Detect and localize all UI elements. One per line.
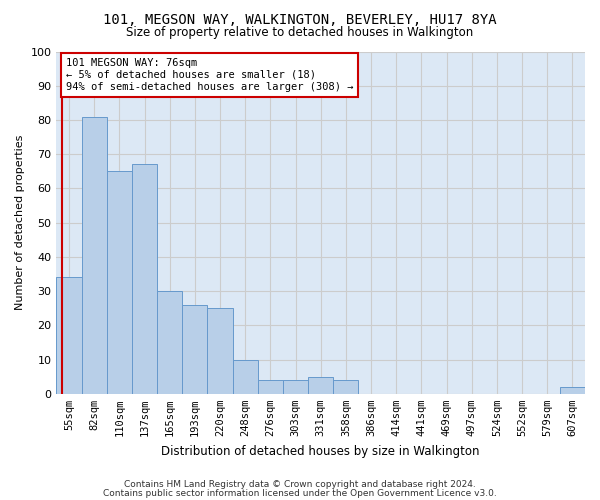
- Y-axis label: Number of detached properties: Number of detached properties: [15, 135, 25, 310]
- Text: Size of property relative to detached houses in Walkington: Size of property relative to detached ho…: [127, 26, 473, 39]
- Bar: [283, 380, 308, 394]
- Bar: [560, 387, 585, 394]
- Text: 101 MEGSON WAY: 76sqm
← 5% of detached houses are smaller (18)
94% of semi-detac: 101 MEGSON WAY: 76sqm ← 5% of detached h…: [66, 58, 353, 92]
- Bar: [107, 172, 132, 394]
- X-axis label: Distribution of detached houses by size in Walkington: Distribution of detached houses by size …: [161, 444, 480, 458]
- Bar: [157, 291, 182, 394]
- Text: Contains public sector information licensed under the Open Government Licence v3: Contains public sector information licen…: [103, 488, 497, 498]
- Text: 101, MEGSON WAY, WALKINGTON, BEVERLEY, HU17 8YA: 101, MEGSON WAY, WALKINGTON, BEVERLEY, H…: [103, 12, 497, 26]
- Bar: [233, 360, 258, 394]
- Bar: [182, 305, 208, 394]
- Bar: [132, 164, 157, 394]
- Bar: [56, 278, 82, 394]
- Bar: [308, 376, 333, 394]
- Bar: [208, 308, 233, 394]
- Bar: [333, 380, 358, 394]
- Bar: [258, 380, 283, 394]
- Bar: [82, 116, 107, 394]
- Text: Contains HM Land Registry data © Crown copyright and database right 2024.: Contains HM Land Registry data © Crown c…: [124, 480, 476, 489]
